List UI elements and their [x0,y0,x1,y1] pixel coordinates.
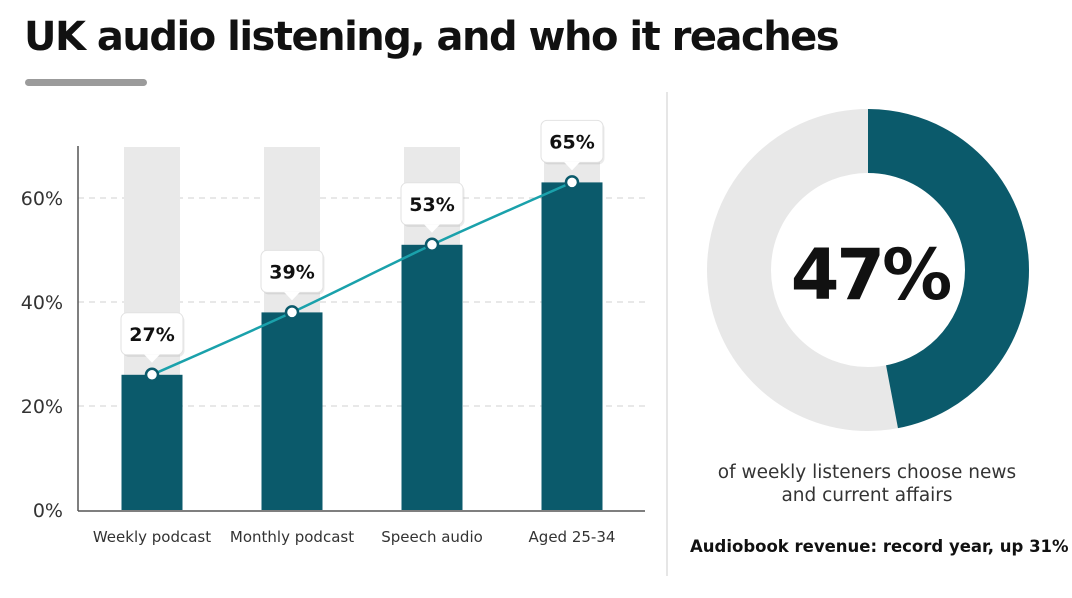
x-axis-ticks: Weekly podcast Monthly podcast Speech audi… [93,528,616,546]
y-axis-ticks: 0% 20% 40% 60% [21,188,63,522]
callout-pointer [564,161,580,171]
trend-point [284,305,300,320]
chart-title: UK audio listening, and who it reaches [24,14,840,60]
callout: 39% [260,249,325,301]
panel-divider [666,92,668,576]
callout: 53% [400,182,465,233]
trend-point [144,367,160,383]
trend-point [424,237,440,253]
data-label: 27% [129,324,174,346]
callout-pointer [424,224,440,233]
trend-point [564,175,580,190]
y-tick-label: 60% [21,188,63,210]
bar [261,312,323,510]
bar-chart: 0% 20% 40% 60% Weekly podcast Monthly podcas… [21,119,645,546]
callout: 65% [540,119,605,171]
bars [121,182,603,511]
donut-chart [707,109,1029,431]
x-tick-label: Aged 25-34 [529,528,616,546]
axes [77,146,645,512]
donut-center-value: 47% [790,234,953,316]
audiobook-footnote: Audiobook revenue: record year, up 31% [690,537,1069,556]
donut-value-arc [707,109,1029,431]
trend-line [151,181,573,376]
data-label: 65% [549,131,594,153]
x-tick-label: Speech audio [381,528,483,546]
data-label: 39% [269,261,314,283]
bar [541,182,603,510]
title-underline [25,79,147,86]
bar [401,244,463,511]
trend-line-group [144,175,580,383]
y-tick-label: 40% [21,292,63,314]
callout: 27% [120,312,185,363]
callout-pointer [144,354,160,363]
y-tick-label: 0% [33,500,63,522]
data-labels: 27% 39% 53% 65% [120,119,605,363]
bar [121,374,183,510]
y-tick-label: 20% [21,396,63,418]
x-tick-label: Weekly podcast [93,528,211,546]
x-tick-label: Monthly podcast [230,528,354,546]
data-label: 53% [409,194,454,216]
donut-caption: of weekly listeners choose news and curr… [717,462,1017,506]
callout-pointer [284,291,300,301]
